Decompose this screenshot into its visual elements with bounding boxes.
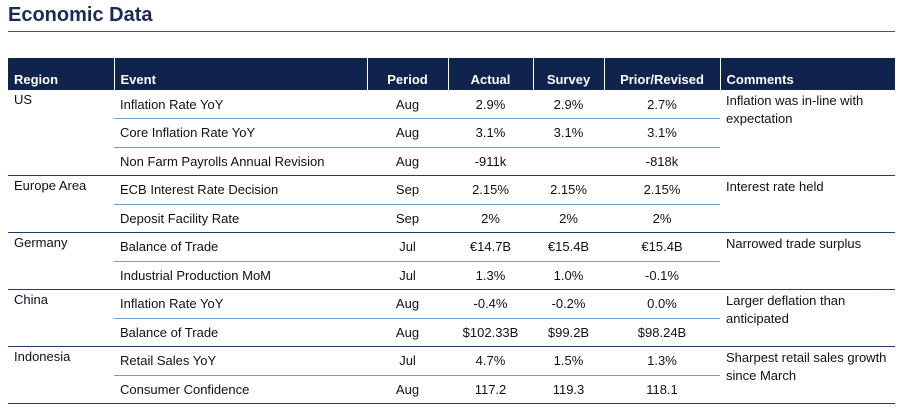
- period-cell: Aug: [367, 147, 448, 176]
- actual-cell: 2%: [448, 204, 533, 233]
- survey-cell: 1.5%: [533, 346, 604, 376]
- event-cell: ECB Interest Rate Decision: [114, 175, 367, 205]
- region-cell: Indonesia: [8, 346, 114, 404]
- period-cell: Sep: [367, 204, 448, 233]
- prior-revised-cell: 1.3%: [604, 346, 720, 376]
- event-cell: Core Inflation Rate YoY: [114, 118, 367, 148]
- actual-cell: €14.7B: [448, 232, 533, 262]
- table-row: Non Farm Payrolls Annual Revision Aug -911…: [8, 147, 895, 176]
- event-cell: Inflation Rate YoY: [114, 90, 367, 119]
- event-cell: Non Farm Payrolls Annual Revision: [114, 147, 367, 176]
- event-cell: Deposit Facility Rate: [114, 204, 367, 233]
- table-row: China Inflation Rate YoY Aug -0.4% -0.2% 0.0%…: [8, 289, 895, 347]
- column-header-period: Period: [367, 58, 449, 90]
- period-cell: Jul: [367, 261, 448, 290]
- actual-cell: 2.15%: [448, 175, 533, 205]
- table-header-row: Region Event Period Actual Survey Prior/…: [8, 58, 895, 90]
- region-cell: US: [8, 90, 114, 176]
- column-header-region: Region: [8, 58, 115, 90]
- survey-cell: €15.4B: [533, 232, 604, 262]
- actual-cell: -911k: [448, 147, 533, 176]
- period-cell: Aug: [367, 375, 448, 404]
- actual-cell: 3.1%: [448, 118, 533, 148]
- prior-revised-cell: $98.24B: [604, 318, 720, 347]
- table-body: US Inflation Rate YoY Aug 2.9% 2.9% 2.7% Infla…: [8, 90, 895, 404]
- event-cell: Balance of Trade: [114, 318, 367, 347]
- comment-cell: Sharpest retail sales growth since March: [720, 346, 895, 404]
- survey-cell: 119.3: [533, 375, 604, 404]
- region-cell: China: [8, 289, 114, 347]
- period-cell: Aug: [367, 90, 448, 119]
- comment-cell: Inflation was in-line with expectation: [720, 90, 895, 176]
- column-header-actual: Actual: [448, 58, 534, 90]
- table-row: Europe Area ECB Interest Rate Decision Sep…: [8, 175, 895, 233]
- period-cell: Sep: [367, 175, 448, 205]
- economic-data-table: Region Event Period Actual Survey Prior/…: [8, 58, 895, 404]
- actual-cell: 4.7%: [448, 346, 533, 376]
- prior-revised-cell: 118.1: [604, 375, 720, 404]
- period-cell: Jul: [367, 346, 448, 376]
- event-cell: Consumer Confidence: [114, 375, 367, 404]
- survey-cell: 1.0%: [533, 261, 604, 290]
- survey-cell: 2.9%: [533, 90, 604, 119]
- comment-cell: Larger deflation than anticipated: [720, 289, 895, 347]
- actual-cell: 117.2: [448, 375, 533, 404]
- prior-revised-cell: -818k: [604, 147, 720, 176]
- comment-cell: Narrowed trade surplus: [720, 232, 895, 290]
- table-row: Germany Balance of Trade Jul €14.7B €15.4B €1…: [8, 232, 895, 290]
- column-header-survey: Survey: [533, 58, 605, 90]
- period-cell: Aug: [367, 289, 448, 319]
- survey-cell: 2%: [533, 204, 604, 233]
- prior-revised-cell: 2.7%: [604, 90, 720, 119]
- table-row: Deposit Facility Rate Sep 2% 2% 2%: [8, 204, 895, 233]
- column-header-event: Event: [114, 58, 368, 90]
- survey-cell: $99.2B: [533, 318, 604, 347]
- table-row: US Inflation Rate YoY Aug 2.9% 2.9% 2.7% Infla…: [8, 90, 895, 176]
- period-cell: Aug: [367, 318, 448, 347]
- prior-revised-cell: 3.1%: [604, 118, 720, 148]
- table-row: Core Inflation Rate YoY Aug 3.1% 3.1% 3.1%: [8, 118, 895, 148]
- actual-cell: 2.9%: [448, 90, 533, 119]
- table-row: Consumer Confidence Aug 117.2 119.3 118.1: [8, 375, 895, 404]
- title-divider: [8, 31, 895, 32]
- survey-cell: 2.15%: [533, 175, 604, 205]
- table-row: Indonesia Retail Sales YoY Jul 4.7% 1.5% 1.3%…: [8, 346, 895, 404]
- actual-cell: $102.33B: [448, 318, 533, 347]
- event-cell: Retail Sales YoY: [114, 346, 367, 376]
- table-row: Industrial Production MoM Jul 1.3% 1.0% -0.1…: [8, 261, 895, 290]
- prior-revised-cell: €15.4B: [604, 232, 720, 262]
- event-cell: Balance of Trade: [114, 232, 367, 262]
- comment-cell: Interest rate held: [720, 175, 895, 233]
- actual-cell: 1.3%: [448, 261, 533, 290]
- region-cell: Europe Area: [8, 175, 114, 233]
- prior-revised-cell: 0.0%: [604, 289, 720, 319]
- actual-cell: -0.4%: [448, 289, 533, 319]
- column-header-comments: Comments: [720, 58, 895, 90]
- prior-revised-cell: 2.15%: [604, 175, 720, 205]
- prior-revised-cell: -0.1%: [604, 261, 720, 290]
- survey-cell: [533, 147, 604, 176]
- page-title: Economic Data: [8, 4, 153, 26]
- survey-cell: 3.1%: [533, 118, 604, 148]
- period-cell: Jul: [367, 232, 448, 262]
- event-cell: Industrial Production MoM: [114, 261, 367, 290]
- table-row: Balance of Trade Aug $102.33B $99.2B $98.24B: [8, 318, 895, 347]
- prior-revised-cell: 2%: [604, 204, 720, 233]
- column-header-prior-revised: Prior/Revised: [604, 58, 721, 90]
- event-cell: Inflation Rate YoY: [114, 289, 367, 319]
- survey-cell: -0.2%: [533, 289, 604, 319]
- period-cell: Aug: [367, 118, 448, 148]
- region-cell: Germany: [8, 232, 114, 290]
